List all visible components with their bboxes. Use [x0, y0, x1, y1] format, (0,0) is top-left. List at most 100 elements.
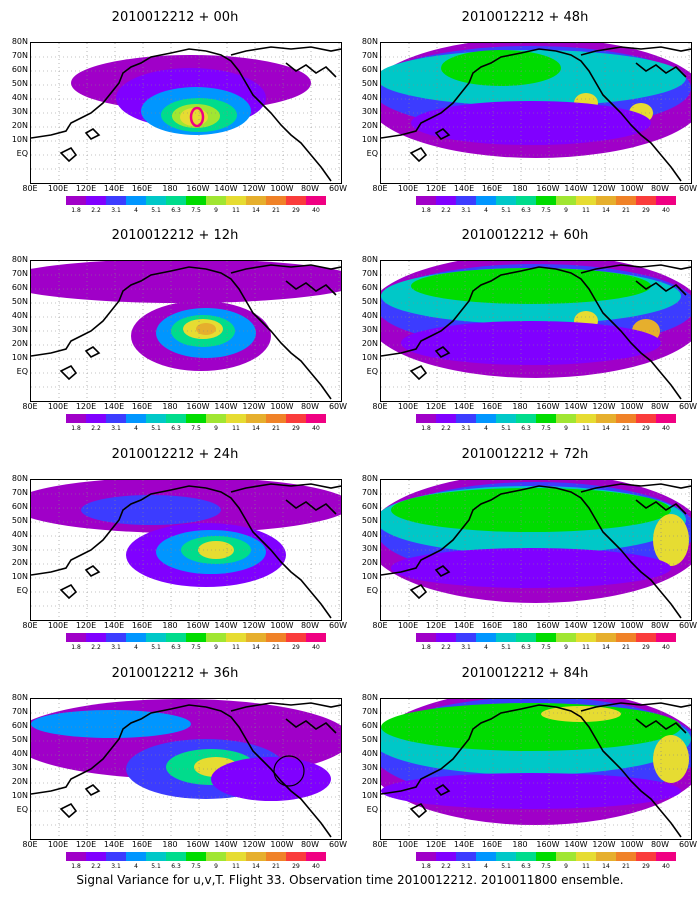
variance-contour [653, 735, 689, 783]
latitude-label: 80N [11, 37, 28, 46]
variance-contour [541, 706, 621, 722]
colorbar-swatch [106, 414, 126, 423]
latitude-label: 60N [361, 283, 378, 292]
longitude-label: 80W [650, 621, 670, 630]
coastline [409, 583, 428, 600]
latitude-label: 70N [361, 51, 378, 60]
longitude-label: 160E [131, 184, 153, 193]
colorbar-swatch [146, 196, 166, 205]
map-area [30, 42, 342, 184]
colorbar-label: 9 [564, 207, 568, 214]
colorbar [416, 414, 676, 423]
colorbar-swatch [166, 852, 186, 861]
panel-title: 2010012212 + 36h [111, 666, 239, 681]
colorbar-label: 2.2 [91, 425, 101, 432]
colorbar-label: 29 [642, 644, 650, 651]
coastline [555, 487, 682, 619]
colorbar-swatch [596, 414, 616, 423]
longitude-label: 100E [47, 402, 69, 411]
colorbar-swatch [166, 196, 186, 205]
latitude-label: 60N [361, 502, 378, 511]
latitude-label: 30N [11, 544, 28, 553]
colorbar-swatch [206, 196, 226, 205]
longitude-label: 60W [328, 402, 348, 411]
colorbar [66, 414, 326, 423]
colorbar-swatch [656, 852, 676, 861]
colorbar-label: 2.2 [91, 863, 101, 870]
longitude-label: 140E [453, 402, 475, 411]
variance-contour [211, 757, 331, 801]
map-area [30, 479, 342, 621]
colorbar-label: 4 [484, 863, 488, 870]
colorbar-label: 2.2 [441, 644, 451, 651]
latitude-label: 70N [11, 51, 28, 60]
coastline [31, 485, 207, 576]
colorbar-swatch [66, 852, 86, 861]
colorbar-swatch [616, 196, 636, 205]
variance-contour [401, 321, 661, 365]
latitude-label: 50N [361, 516, 378, 525]
colorbar-swatch [576, 196, 596, 205]
longitude-label: 140E [103, 840, 125, 849]
colorbar-swatch [616, 633, 636, 642]
longitude-label: 120E [75, 840, 97, 849]
colorbar-label: 6.3 [521, 207, 531, 214]
colorbar-swatch [476, 414, 496, 423]
colorbar-label: 14 [252, 863, 260, 870]
coastline [84, 565, 101, 577]
colorbar-swatch [536, 852, 556, 861]
latitude-label: 20N [361, 339, 378, 348]
colorbar-swatch [226, 414, 246, 423]
colorbar-swatch [126, 852, 146, 861]
longitude-label: 80E [372, 621, 388, 630]
colorbar-swatch [66, 196, 86, 205]
latitude-label: 10N [361, 791, 378, 800]
colorbar-swatch [556, 633, 576, 642]
colorbar-label: 5.1 [501, 207, 511, 214]
colorbar-label: 2.2 [91, 207, 101, 214]
latitude-label: EQ [16, 805, 28, 814]
colorbar-label: 29 [292, 207, 300, 214]
colorbar-label: 40 [312, 644, 320, 651]
coastline [580, 702, 691, 712]
colorbar-label: 3.1 [111, 207, 121, 214]
colorbar-label: 6.3 [521, 644, 531, 651]
colorbar-swatch [436, 633, 456, 642]
colorbar-label: 7.5 [191, 863, 201, 870]
latitude-label: 50N [11, 297, 28, 306]
colorbar-label: 14 [602, 644, 610, 651]
colorbar-swatch [266, 196, 286, 205]
longitude-label: 120W [592, 402, 616, 411]
latitude-label: 60N [361, 65, 378, 74]
colorbar-swatch [436, 414, 456, 423]
longitude-label: 80W [300, 184, 320, 193]
colorbar-label: 14 [252, 207, 260, 214]
colorbar [66, 196, 326, 205]
colorbar-swatch [226, 633, 246, 642]
latitude-label: EQ [16, 149, 28, 158]
latitude-label: 40N [11, 749, 28, 758]
colorbar-label: 14 [252, 425, 260, 432]
colorbar-label: 2.2 [91, 644, 101, 651]
colorbar-swatch [496, 852, 516, 861]
longitude-label: 120E [75, 402, 97, 411]
colorbar-label: 7.5 [541, 644, 551, 651]
latitude-label: 80N [361, 474, 378, 483]
coastline [84, 784, 101, 796]
variance-contour [381, 773, 681, 809]
coastline [205, 50, 332, 182]
colorbar-label: 1.8 [71, 207, 81, 214]
coastline [409, 364, 428, 381]
colorbar-swatch [266, 414, 286, 423]
colorbar-label: 21 [272, 207, 280, 214]
figure-caption: Signal Variance for u,v,T. Flight 33. Ob… [76, 873, 624, 887]
coastline [59, 146, 78, 163]
longitude-label: 100W [270, 621, 294, 630]
latitude-label: EQ [16, 586, 28, 595]
map-area [380, 479, 692, 621]
colorbar [66, 852, 326, 861]
colorbar-label: 1.8 [71, 425, 81, 432]
colorbar-label: 7.5 [191, 644, 201, 651]
colorbar-label: 6.3 [521, 863, 531, 870]
coastline [635, 280, 687, 296]
